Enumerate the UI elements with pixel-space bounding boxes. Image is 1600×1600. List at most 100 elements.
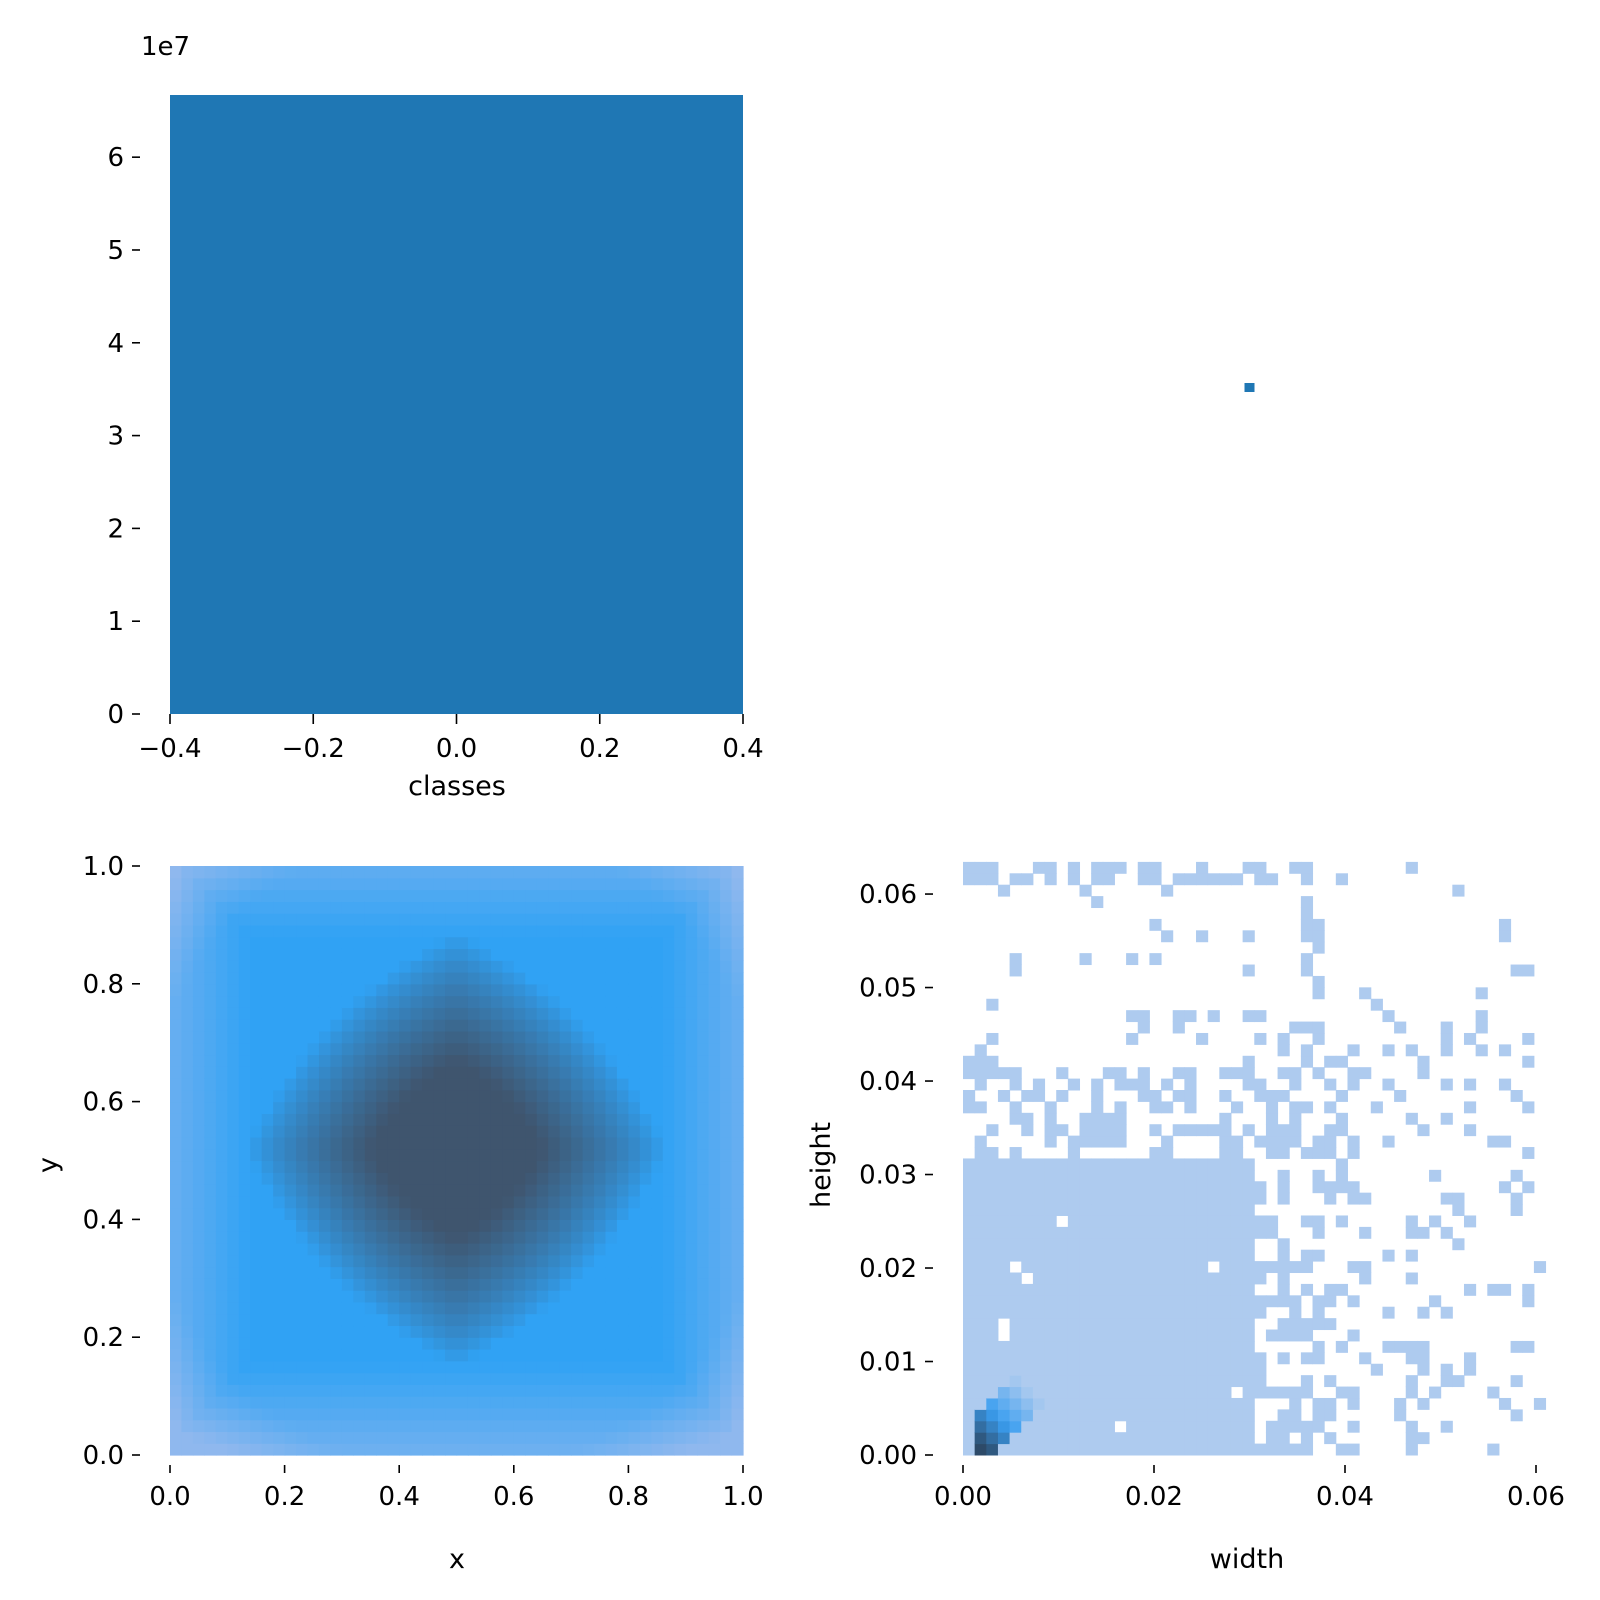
- width-height-heatmap-cell: [1324, 1181, 1337, 1194]
- width-height-heatmap-cell: [1172, 1226, 1185, 1239]
- width-height-heatmap-cell: [1219, 1124, 1232, 1137]
- width-height-heatmap-cell: [997, 1283, 1011, 1296]
- width-height-heatmap-cell: [1289, 1135, 1302, 1148]
- xy-heatmap-cell: [559, 1348, 572, 1362]
- xy-heatmap-cell: [341, 1266, 354, 1279]
- xy-heatmap-cell: [548, 1254, 561, 1268]
- xy-heatmap-cell: [708, 948, 721, 961]
- xy-heatmap-cell: [227, 1195, 240, 1209]
- xy-heatmap-cell: [250, 1148, 263, 1162]
- xy-heatmap-cell: [651, 1160, 664, 1173]
- xy-heatmap-cell: [422, 1431, 435, 1444]
- xy-heatmap-cell: [502, 1219, 515, 1232]
- xy-heatmap-cell: [525, 1030, 538, 1044]
- xy-heatmap-cell: [594, 1184, 607, 1197]
- xy-heatmap-cell: [376, 1407, 389, 1421]
- xy-heatmap-cell: [181, 1019, 194, 1032]
- width-height-heatmap-cell: [1126, 1340, 1139, 1353]
- xy-heatmap-cell: [273, 866, 286, 879]
- xy-heatmap-cell: [708, 1219, 721, 1232]
- width-height-heatmap-cell: [1242, 1181, 1255, 1194]
- xy-heatmap-cell: [387, 936, 400, 950]
- xy-heatmap-cell: [674, 1030, 687, 1044]
- xy-heatmap-cell: [273, 1254, 286, 1268]
- xy-heatmap-cell: [181, 1066, 194, 1079]
- xy-heatmap-cell: [170, 1372, 183, 1385]
- width-height-heatmap-cell: [1067, 1158, 1081, 1171]
- xy-heatmap-cell: [708, 936, 721, 950]
- xy-heatmap-cell: [513, 995, 526, 1008]
- xy-heatmap-cell: [479, 1019, 492, 1032]
- width-height-heatmap-cell: [1079, 1181, 1092, 1194]
- xy-heatmap-cell: [616, 1101, 629, 1114]
- xy-heatmap-cell: [192, 1396, 205, 1409]
- xy-heatmap-cell: [284, 1030, 297, 1044]
- xy-heatmap-cell: [456, 972, 469, 985]
- width-height-heatmap-cell: [1207, 1238, 1220, 1251]
- xy-heatmap-cell: [330, 877, 343, 891]
- xy-heatmap-cell: [318, 1160, 332, 1173]
- wh-x-tick-label: 0.06: [1507, 1482, 1565, 1512]
- width-height-heatmap-cell: [1091, 1329, 1104, 1342]
- xy-heatmap-cell: [662, 948, 675, 961]
- width-height-heatmap-cell: [1219, 1352, 1232, 1365]
- width-height-heatmap-cell: [963, 1158, 976, 1171]
- xy-heatmap-cell: [227, 866, 240, 879]
- xy-heatmap-cell: [330, 1195, 343, 1209]
- width-height-heatmap-cell: [1137, 861, 1150, 874]
- xy-heatmap-cell: [296, 1313, 309, 1327]
- xy-heatmap-cell: [364, 1113, 377, 1126]
- xy-heatmap-cell: [720, 1407, 733, 1421]
- xy-heatmap-cell: [720, 948, 733, 961]
- xy-heatmap-cell: [605, 960, 618, 973]
- width-height-heatmap-cell: [1009, 1147, 1022, 1159]
- width-height-heatmap-cell: [1475, 1044, 1488, 1057]
- xy-heatmap-cell: [582, 1266, 595, 1279]
- xy-heatmap-cell: [536, 1148, 549, 1162]
- width-height-heatmap-cell: [1114, 1375, 1127, 1388]
- width-height-heatmap-cell: [963, 1249, 976, 1262]
- xy-heatmap-cell: [296, 1089, 309, 1103]
- width-height-heatmap-cell: [1009, 1409, 1022, 1422]
- width-height-heatmap-cell: [1277, 1135, 1290, 1148]
- width-height-heatmap-cell: [1079, 884, 1092, 897]
- xy-heatmap-cell: [467, 1160, 481, 1173]
- xy-heatmap-cell: [731, 1337, 744, 1350]
- width-height-heatmap-cell: [1044, 1204, 1057, 1216]
- width-height-heatmap-cell: [1102, 1420, 1115, 1433]
- xy-heatmap-cell: [674, 1266, 687, 1279]
- width-height-heatmap-cell: [1079, 953, 1092, 966]
- width-height-heatmap-cell: [1102, 1295, 1115, 1308]
- xy-heatmap-cell: [364, 1372, 377, 1385]
- xy-heatmap-cell: [399, 866, 412, 879]
- xy-heatmap-cell: [376, 924, 389, 938]
- xy-heatmap-cell: [341, 1172, 354, 1185]
- xy-heatmap-cell: [594, 1019, 607, 1032]
- width-height-heatmap-cell: [963, 1306, 976, 1319]
- xy-heatmap-cell: [296, 1101, 309, 1114]
- xy-heatmap-cell: [548, 1348, 561, 1362]
- width-height-heatmap-cell: [974, 1329, 987, 1342]
- xy-heatmap-cell: [662, 1266, 675, 1279]
- xy-heatmap-cell: [410, 1231, 423, 1244]
- xy-heatmap-cell: [192, 1231, 205, 1244]
- width-height-heatmap-cell: [974, 873, 987, 886]
- width-height-heatmap-cell: [1300, 1329, 1314, 1342]
- width-height-heatmap-cell: [1242, 1363, 1255, 1376]
- xy-heatmap-cell: [467, 1113, 481, 1126]
- xy-heatmap-cell: [559, 1042, 572, 1056]
- xy-heatmap-cell: [410, 960, 423, 973]
- xy-heatmap-cell: [227, 948, 240, 961]
- xy-heatmap-cell: [559, 995, 572, 1008]
- xy-heatmap-cell: [548, 1290, 561, 1303]
- width-height-heatmap-cell: [1498, 1181, 1512, 1194]
- xy-heatmap-cell: [479, 1313, 492, 1327]
- xy-heatmap-cell: [513, 948, 526, 961]
- width-height-heatmap-cell: [1510, 1409, 1523, 1422]
- xy-heatmap-cell: [215, 1325, 228, 1338]
- xy-heatmap-cell: [467, 1219, 481, 1232]
- width-height-heatmap-cell: [1254, 1226, 1267, 1239]
- width-height-heatmap-cell: [1172, 1238, 1185, 1251]
- width-height-heatmap-cell: [1184, 1124, 1197, 1137]
- xy-heatmap-cell: [479, 1231, 492, 1244]
